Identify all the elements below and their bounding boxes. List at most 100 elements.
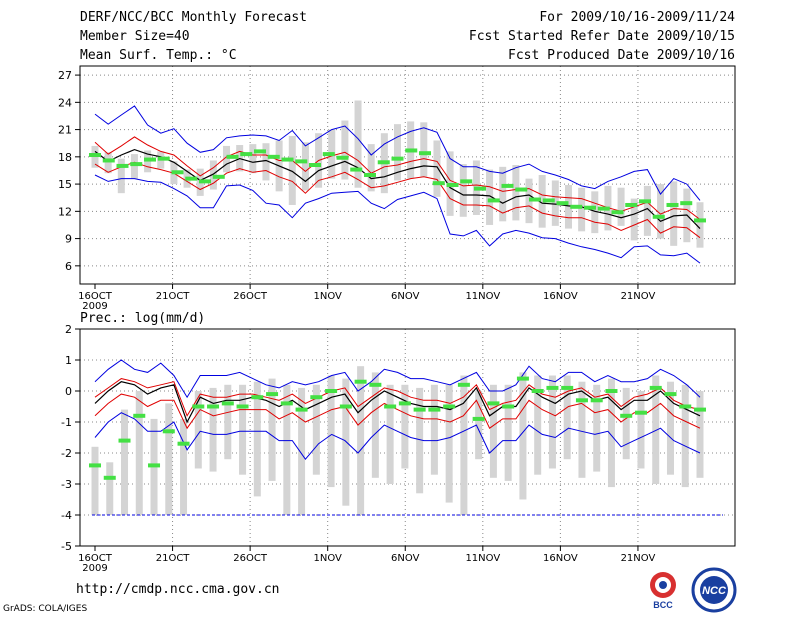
precip-box [637,391,645,469]
precip-median-marker [649,385,662,390]
temp-ytick-label: 27 [58,69,72,82]
precip-box [593,384,601,472]
precip-median-marker [148,463,161,468]
precip-median-marker [620,413,633,418]
temp-frame [79,65,736,285]
temp-median-marker [391,156,404,161]
temp-median-marker [130,162,143,167]
temp-median-marker [652,214,665,219]
precip-box [209,387,217,472]
precip-median-marker [103,475,116,480]
temp-box [670,181,678,246]
precip-median-marker [561,385,574,390]
precip-median-marker [236,404,249,409]
temp-median-marker [597,206,610,211]
precip-median-marker [369,382,382,387]
temp-median-marker [529,197,541,202]
precip-median-marker [531,389,544,393]
precip-median-marker [221,401,234,406]
temp-box [499,166,507,222]
precip-median-marker [398,401,411,406]
precip-median-marker [472,416,485,421]
precip-ytick-label: -5 [61,540,72,553]
precip-panel: -5 -4 -3 -2 -1 0 1 2 16OCT 21OCT 26OCT 1NOV 6NOV 11NO… [61,311,736,574]
precip-median-marker [384,404,397,409]
precip-ytick-label: -4 [61,509,72,522]
precip-box [224,384,232,460]
precip-min-line [94,412,701,461]
temp-median-marker [185,176,198,181]
temp-box [301,142,309,191]
temp-box [630,198,638,241]
temp-box [130,154,138,179]
temp-median-marker [432,181,445,186]
precip-median-marker [605,389,618,393]
precip-median-marker [207,404,220,409]
temp-median-marker [295,159,308,164]
temp-median-marker [666,202,679,207]
precip-box [430,384,438,475]
temp-box [288,135,296,205]
precip-median-marker [502,404,515,409]
temp-xtick-label: 6NOV [391,291,420,302]
precip-box [357,366,365,515]
precip-box [416,387,424,494]
temp-xtick-label: 16NOV [543,291,578,302]
precip-median-marker [295,407,308,412]
temp-ytick-label: 21 [58,124,72,137]
precip-box [298,387,306,515]
temp-median-marker [542,198,555,203]
temp-median-marker [625,202,638,207]
forecast-period: For 2009/10/16-2009/11/24 [539,10,735,25]
temp-median-marker [364,173,376,177]
temp-box [433,140,441,197]
temp-median-marker [240,152,253,157]
temp-median-marker [267,154,280,159]
temp-median-marker [419,151,431,156]
temp-box [394,124,401,181]
temp-box [459,164,467,217]
precip-median-marker [251,395,264,400]
precip-xtick-label: 26OCT [233,553,268,564]
temperature-panel-title: Mean Surf. Temp.: °C [80,48,237,63]
precip-box [504,384,512,481]
precip-ytick-label: 2 [65,323,72,336]
temp-ytick-label: 6 [65,260,72,273]
precip-box [460,375,468,515]
temp-box [262,143,270,181]
precip-median-marker [133,413,146,418]
precip-box [371,372,379,478]
precip-box [652,375,660,484]
temp-xtick-label: 21NOV [621,291,656,302]
precip-box [475,391,483,460]
precip-median-marker [428,407,441,412]
precip-panel-title: Prec.: log(mm/d) [80,311,205,326]
temp-median-marker [474,186,486,191]
temp-median-marker [377,160,390,165]
bcc-logo-core [659,581,667,589]
temp-median-marker [157,156,170,161]
member-size: Member Size=40 [80,29,190,44]
ncc-logo: NCC [691,567,737,613]
precip-box [519,372,527,500]
precip-box [534,375,542,475]
temp-median-marker [89,153,101,158]
temp-median-marker [116,163,129,168]
precip-box [121,409,129,515]
temp-ytick-label: 18 [58,151,72,164]
precip-ytick-label: 1 [65,354,72,367]
precip-box [622,387,630,460]
precip-box [106,462,114,515]
precip-box [681,384,689,488]
precip-box [666,381,674,475]
precip-xtick-label: 16NOV [543,553,578,564]
temp-box [551,180,559,226]
temp-median-marker [570,204,583,209]
forecast-produced-date: Fcst Produced Date 2009/10/16 [508,48,735,63]
temp-box [643,185,651,236]
precip-box [165,403,173,515]
precip-xtick-label: 1NOV [313,553,342,564]
temp-median-marker [405,148,418,153]
forecast-start-date: Fcst Started Refer Date 2009/10/15 [468,29,735,44]
bcc-logo: BCC [650,572,676,610]
